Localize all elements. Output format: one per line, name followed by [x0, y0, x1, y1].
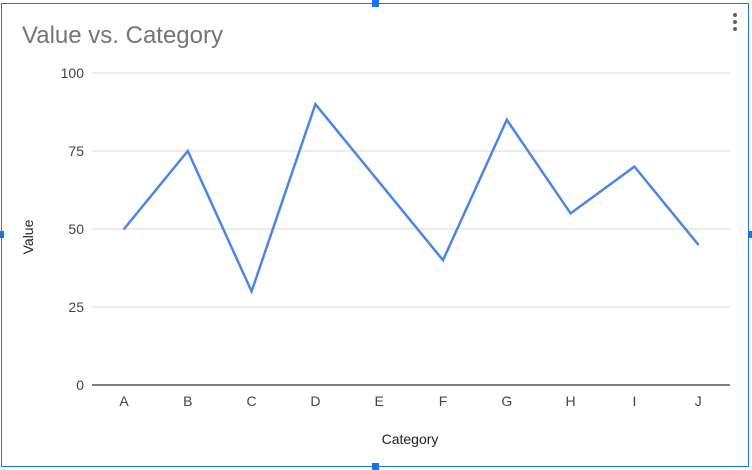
- x-tick-label: C: [247, 393, 257, 409]
- series-line: [123, 101, 700, 295]
- resize-handle-bottom[interactable]: [372, 463, 379, 470]
- resize-handle-top[interactable]: [372, 0, 379, 7]
- x-tick-label: A: [119, 393, 129, 409]
- x-tick-label: G: [501, 393, 512, 409]
- x-tick-label: I: [632, 393, 636, 409]
- data-point: [186, 150, 189, 152]
- x-tick-label: H: [566, 393, 576, 409]
- y-tick-label: 100: [61, 65, 85, 81]
- data-point: [123, 228, 125, 230]
- y-tick-labels: 0 25 50 75 100: [61, 65, 85, 393]
- x-axis-label: Category: [382, 431, 439, 447]
- x-tick-label: J: [695, 393, 702, 409]
- data-point: [378, 181, 381, 184]
- x-tick-label: D: [310, 393, 320, 409]
- x-tick-labels: A B C D E F G H I J: [119, 393, 701, 409]
- series-layer: [123, 101, 700, 295]
- chart-title: Value vs. Category: [22, 22, 223, 49]
- more-vert-icon[interactable]: [728, 12, 742, 34]
- x-tick-label: E: [375, 393, 384, 409]
- data-point: [569, 212, 572, 215]
- gridlines: [92, 72, 730, 386]
- y-tick-label: 0: [76, 377, 84, 393]
- data-point: [633, 165, 636, 168]
- x-tick-label: F: [439, 393, 448, 409]
- data-point: [442, 259, 444, 262]
- y-tick-label: 50: [68, 221, 84, 237]
- data-point: [314, 103, 317, 106]
- y-axis-label: Value: [20, 219, 36, 254]
- data-point: [505, 118, 508, 121]
- data-point: [250, 290, 253, 293]
- y-tick-label: 25: [68, 299, 84, 315]
- y-tick-label: 75: [68, 143, 84, 159]
- data-point: [697, 243, 700, 246]
- resize-handle-right[interactable]: [748, 231, 752, 238]
- x-tick-label: B: [183, 393, 192, 409]
- resize-handle-left[interactable]: [0, 231, 4, 238]
